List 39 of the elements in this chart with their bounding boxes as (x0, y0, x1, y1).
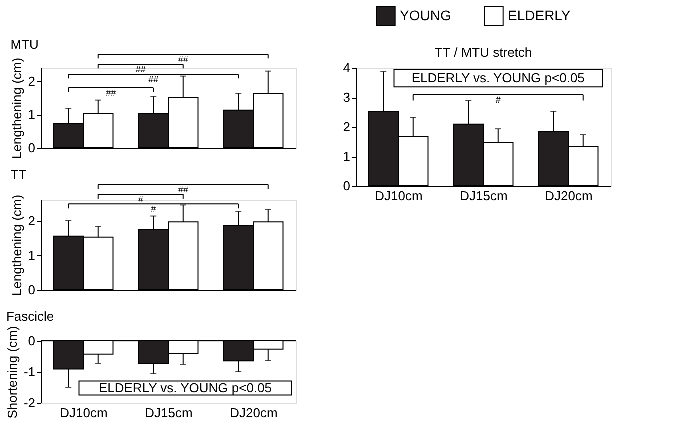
chart-title: MTU (10, 37, 39, 52)
x-tick-label: DJ20cm (230, 406, 278, 420)
annotation: ELDERLY vs. YOUNG p<0.05 (412, 70, 585, 86)
y-tick-label: 2 (343, 120, 350, 134)
y-axis-title: Lengthening (cm) (9, 58, 24, 160)
y-tick-label: 1 (343, 149, 350, 164)
y-axis-title: Lengthening (cm) (9, 194, 24, 296)
chart-title: Fascicle (6, 308, 54, 324)
annotation: # (138, 194, 144, 204)
x-tick-label: DJ15cm (145, 406, 193, 420)
y-tick-label: 3 (343, 90, 350, 105)
annotation: ## (136, 64, 146, 75)
y-tick-label: 4 (343, 60, 350, 76)
y-tick-label: 0 (28, 282, 36, 298)
x-tick-label: DJ10cm (375, 188, 423, 204)
x-tick-label: DJ10cm (60, 406, 108, 420)
x-tick-label: DJ15cm (460, 188, 508, 204)
y-tick-label: 2 (28, 213, 36, 228)
y-tick-label: 1 (28, 248, 36, 263)
y-tick-label: 0 (343, 178, 350, 194)
y-tick-label: 0 (28, 334, 36, 348)
annotation: ## (106, 88, 116, 98)
annotation: # (151, 204, 156, 214)
annotation: # (496, 94, 501, 105)
annotation: ## (148, 74, 159, 85)
text: ## (178, 184, 188, 195)
legend-label: ELDERLY (508, 7, 572, 24)
text: ## (178, 54, 188, 65)
chart-title: TT / MTU stretch (434, 45, 532, 60)
y-tick-label: -1 (24, 364, 36, 380)
x-tick-label: DJ20cm (545, 188, 593, 204)
y-tick-label: 1 (28, 107, 36, 122)
legend-label: YOUNG (400, 7, 452, 24)
y-axis-title: Shortening (cm) (4, 326, 20, 419)
y-tick-label: -2 (24, 396, 36, 410)
annotation: ELDERLY vs. YOUNG p<0.05 (98, 380, 272, 396)
y-tick-label: 2 (28, 74, 36, 89)
chart-title: TT (10, 167, 27, 182)
y-tick-label: 0 (28, 140, 36, 156)
